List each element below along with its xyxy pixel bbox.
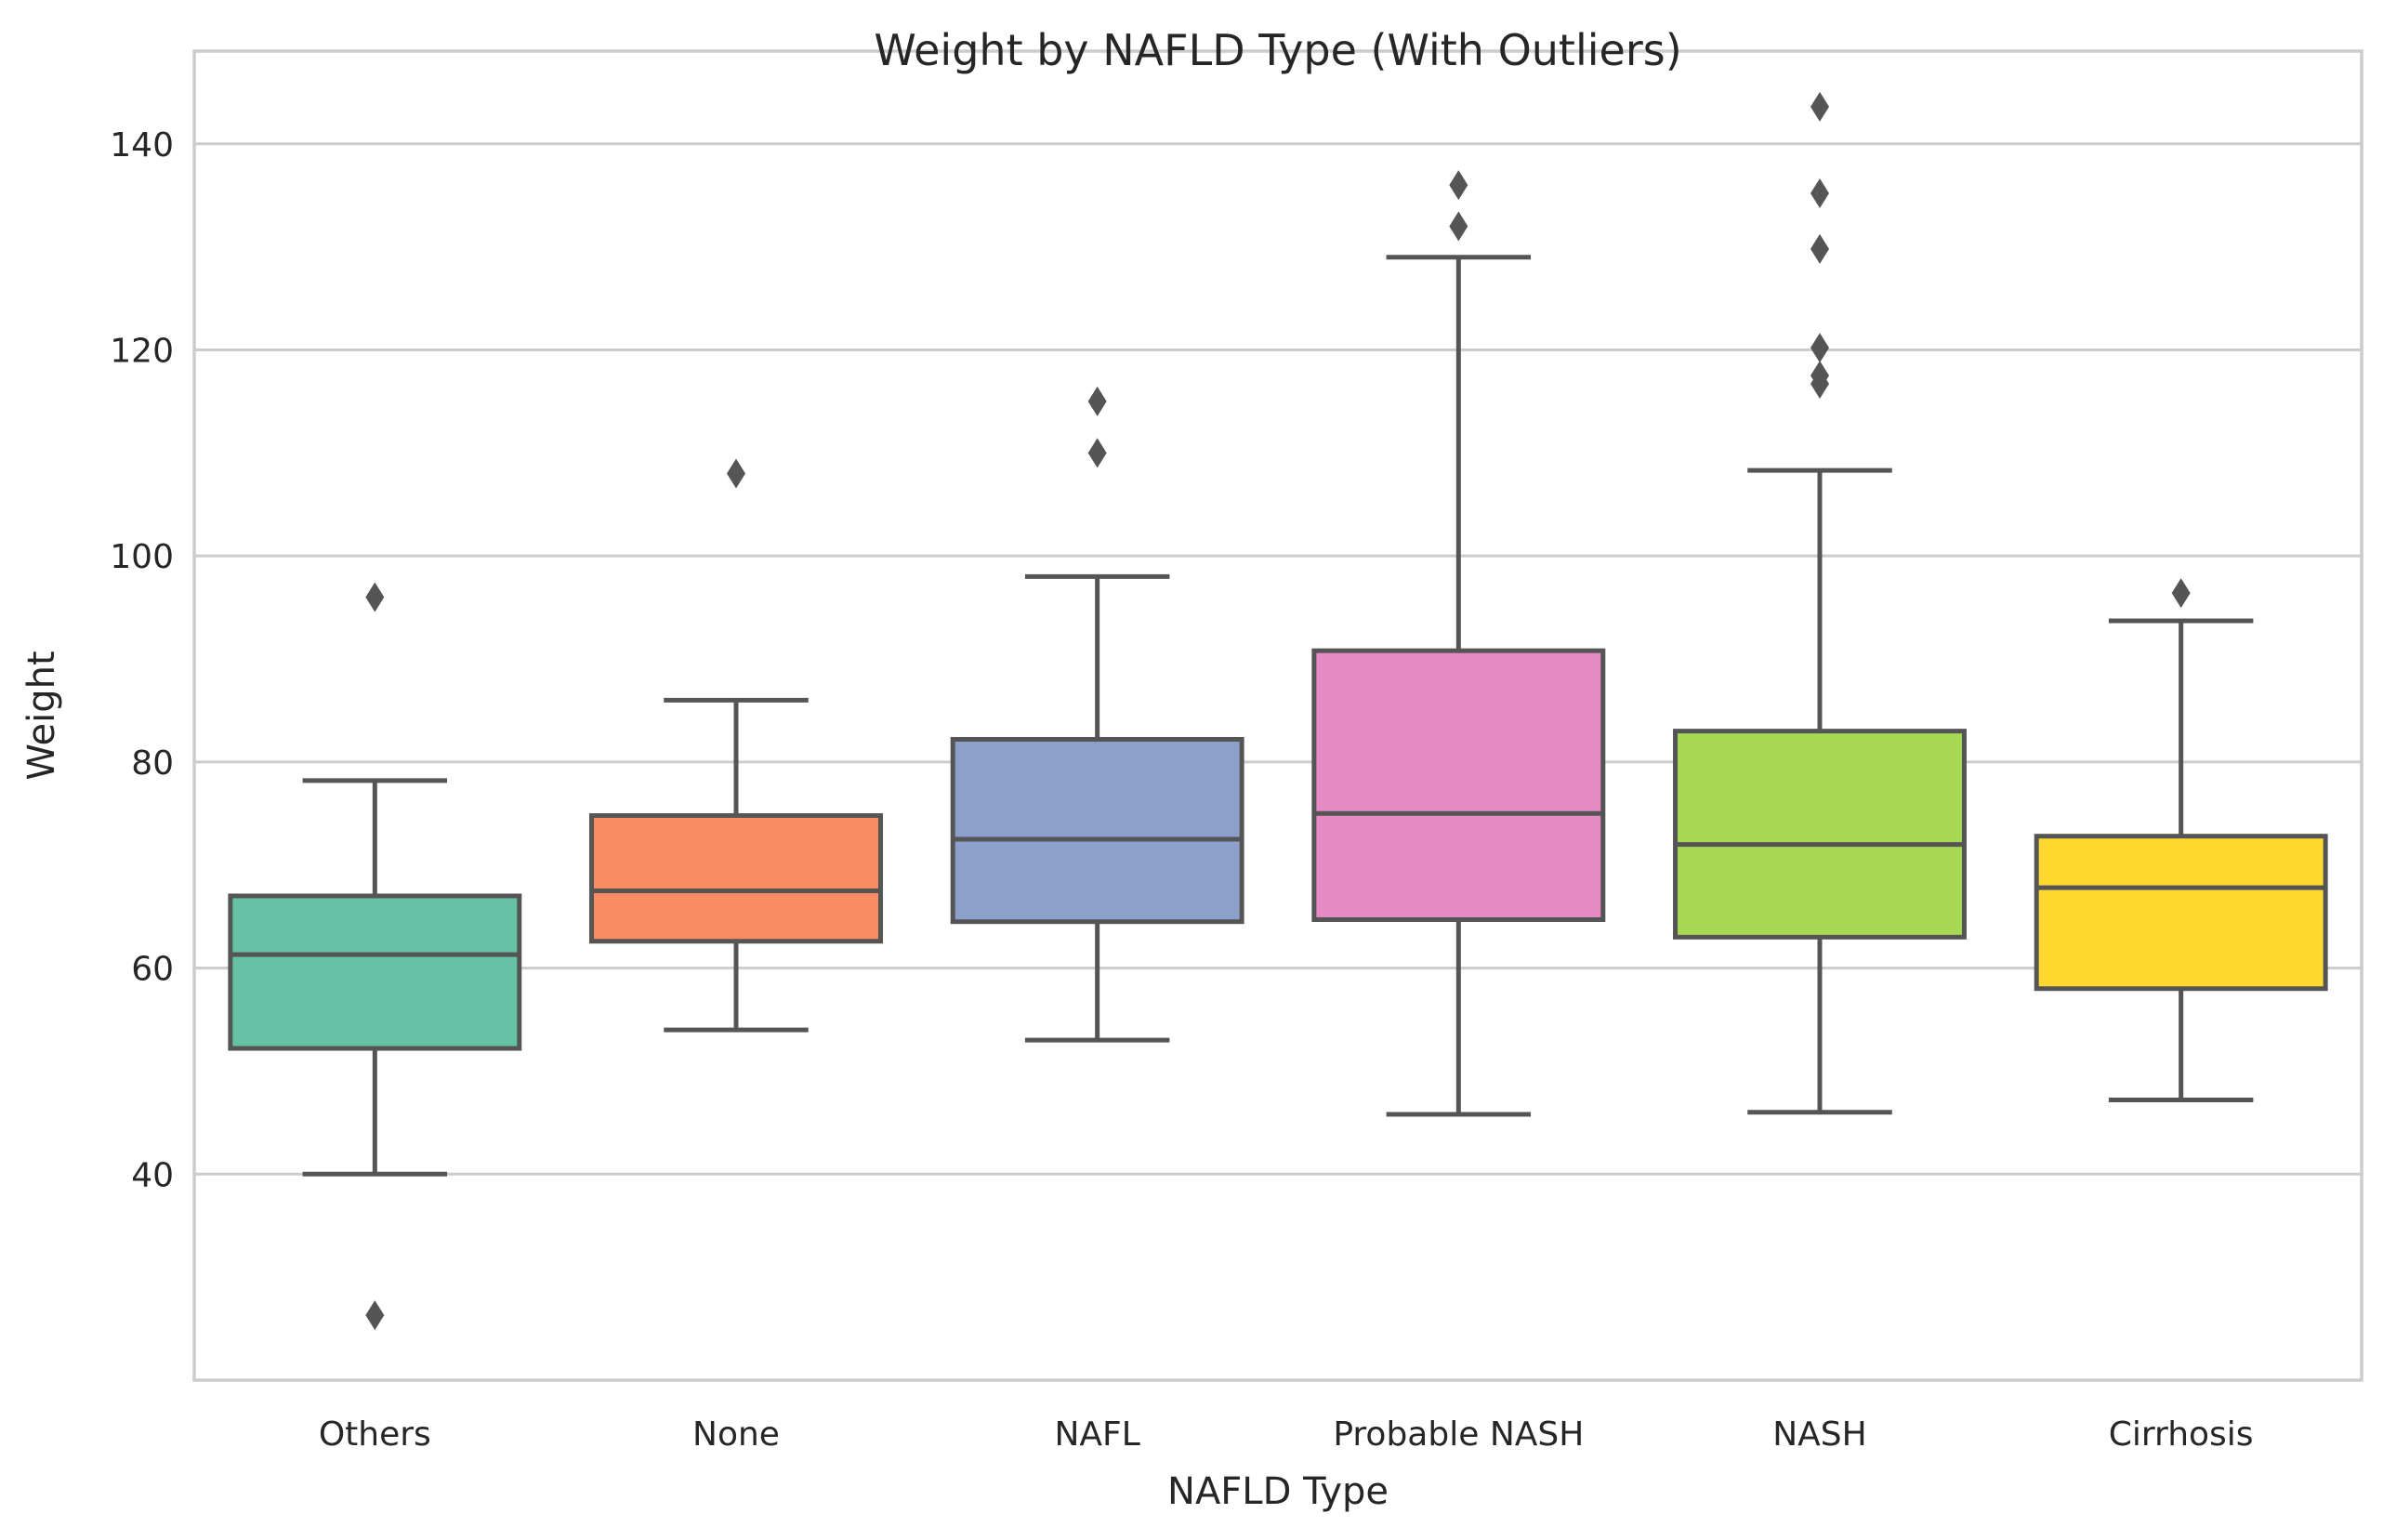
- outlier-point: [365, 1300, 385, 1331]
- outlier-point: [1810, 333, 1829, 363]
- outlier-point: [1449, 211, 1468, 242]
- outlier-point: [365, 582, 385, 612]
- y-tick-label: 40: [131, 1156, 174, 1194]
- box-group: [1673, 91, 1967, 1115]
- box-iqr: [950, 736, 1244, 925]
- outlier-point: [2171, 578, 2191, 609]
- box-group: [2034, 578, 2328, 1102]
- y-tick-label: 60: [131, 951, 174, 989]
- y-tick-labels: 40 60 80 100 120 140: [110, 126, 174, 1195]
- box-series: [228, 91, 2328, 1331]
- outlier-point: [1810, 361, 1829, 391]
- outlier-point: [1087, 438, 1107, 468]
- box-iqr: [589, 813, 883, 944]
- y-axis-label: Weight: [20, 651, 63, 780]
- y-tick-label: 120: [110, 332, 174, 370]
- box-iqr: [1311, 648, 1606, 922]
- outlier-point: [1087, 386, 1107, 416]
- x-axis-label: NAFLD Type: [1167, 1470, 1389, 1513]
- gridlines: [194, 142, 2362, 1176]
- box-iqr: [2034, 834, 2328, 992]
- outlier-point: [1449, 170, 1468, 201]
- outlier-point: [1810, 91, 1829, 122]
- box-group: [950, 386, 1244, 1043]
- box-group: [228, 582, 522, 1331]
- x-tick-label: Cirrhosis: [2109, 1415, 2254, 1454]
- y-tick-label: 100: [110, 538, 174, 576]
- x-tick-label: NAFL: [1055, 1415, 1140, 1454]
- x-tick-label: None: [692, 1415, 780, 1454]
- y-tick-label: 140: [110, 126, 174, 165]
- x-tick-label: Probable NASH: [1333, 1415, 1584, 1454]
- box-iqr: [1673, 729, 1967, 940]
- plot-frame: [192, 49, 2363, 1382]
- outlier-point: [1810, 233, 1829, 264]
- box-group: [1311, 170, 1606, 1117]
- chart-title: Weight by NAFLD Type (With Outliers): [874, 25, 1681, 75]
- x-tick-label: NASH: [1772, 1415, 1866, 1454]
- x-tick-labels: Others None NAFL Probable NASH NASH Cirrhosis: [319, 1415, 2254, 1454]
- outlier-point: [1810, 178, 1829, 208]
- outlier-point: [727, 458, 745, 489]
- box-group: [589, 458, 883, 1033]
- y-tick-label: 80: [131, 744, 174, 783]
- box-iqr: [228, 893, 522, 1051]
- x-tick-label: Others: [319, 1415, 431, 1454]
